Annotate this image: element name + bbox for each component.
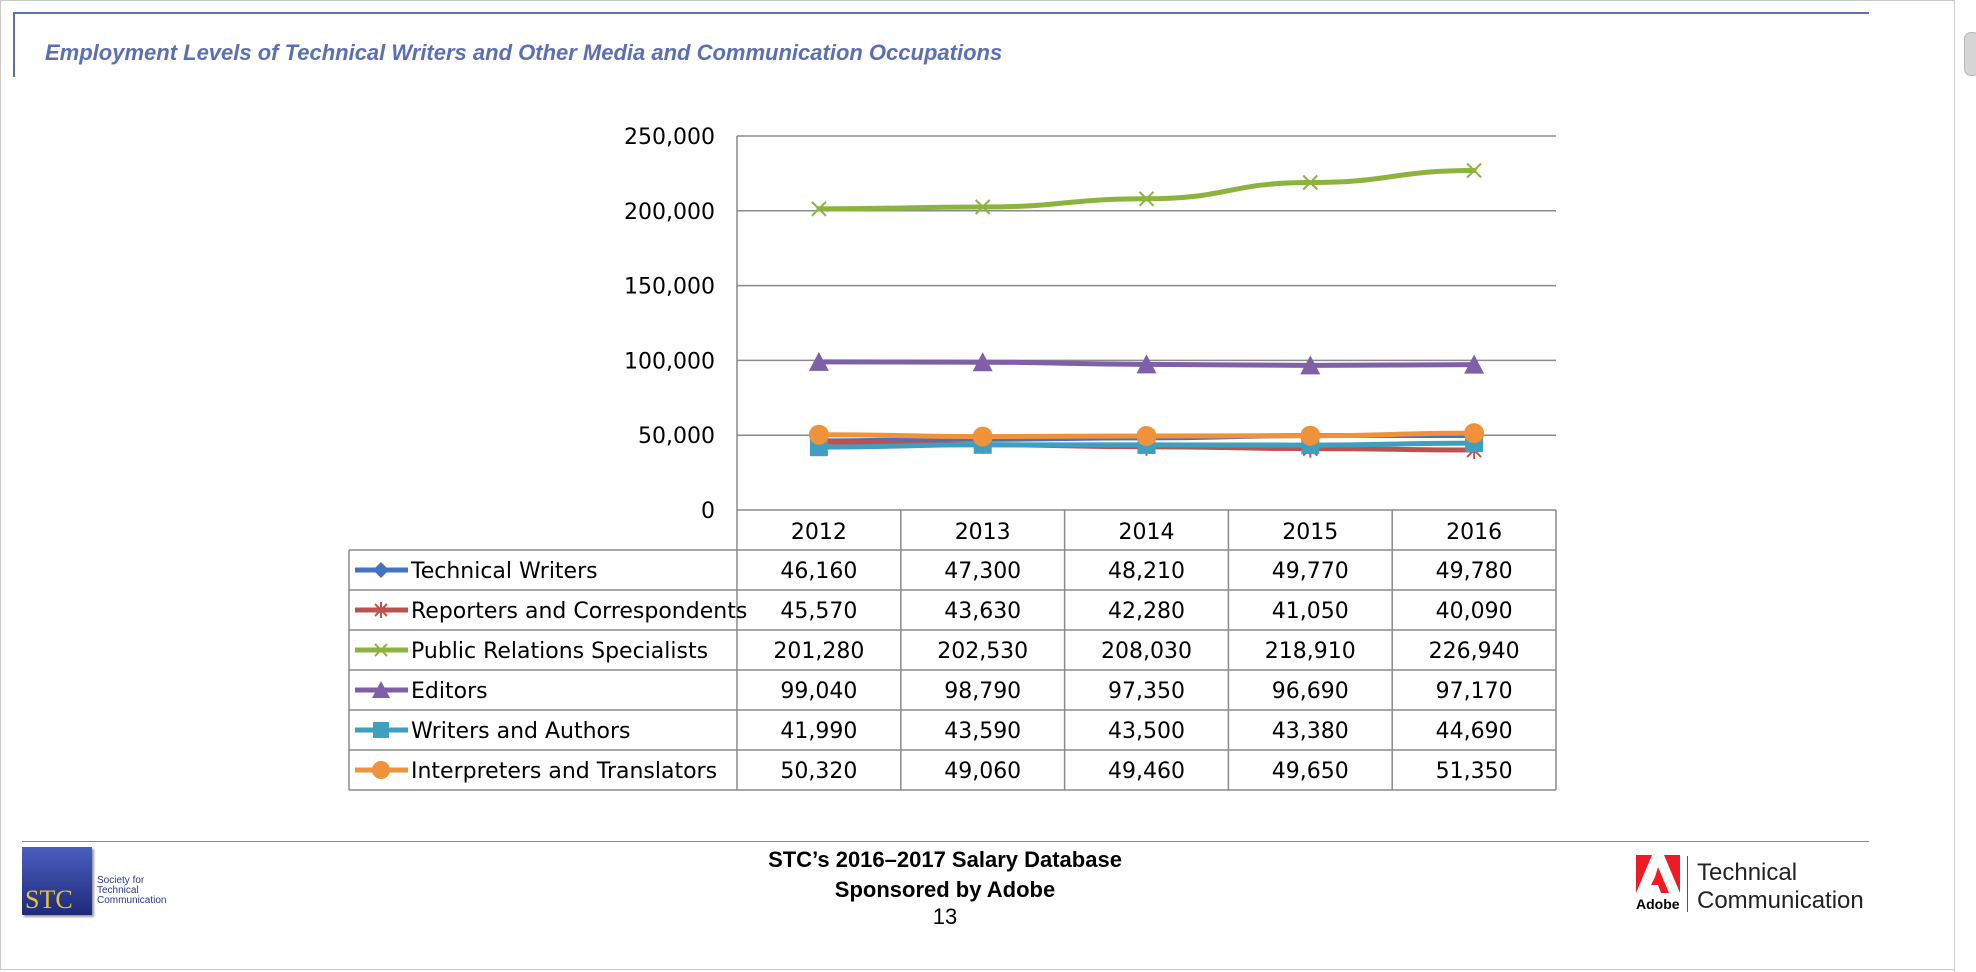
table-cell-value: 226,940 <box>1429 639 1520 664</box>
data-point <box>1136 426 1157 447</box>
table-cell-value: 202,530 <box>937 639 1028 664</box>
table-cell-value: 49,650 <box>1272 759 1349 784</box>
table-cell-value: 43,380 <box>1272 719 1349 744</box>
table-cell-value: 49,780 <box>1436 559 1513 584</box>
legend-key-marker <box>372 761 390 779</box>
legend-series-name: Technical Writers <box>410 559 598 584</box>
scrollbar-track[interactable] <box>1954 0 1976 972</box>
adobe-wordmark: Adobe <box>1636 896 1680 912</box>
series-line <box>816 167 1477 212</box>
table-cell-value: 99,040 <box>780 679 857 704</box>
adobe-logo-icon <box>1636 855 1680 893</box>
data-point <box>1302 174 1319 191</box>
y-tick-label: 150,000 <box>624 275 715 300</box>
stc-logo-line: Society for <box>97 875 145 886</box>
page-title: Employment Levels of Technical Writers a… <box>45 40 1003 65</box>
x-tick-label: 2013 <box>955 520 1011 545</box>
footer-sponsor: Sponsored by Adobe <box>834 877 1056 902</box>
data-point <box>974 199 991 215</box>
table-cell-value: 97,350 <box>1108 679 1185 704</box>
x-tick-label: 2016 <box>1446 520 1502 545</box>
table-cell-value: 49,060 <box>944 759 1021 784</box>
legend-series-name: Editors <box>411 679 488 704</box>
legend-series-name: Public Relations Specialists <box>411 639 708 664</box>
data-point <box>1136 354 1157 374</box>
data-point <box>808 351 829 371</box>
technical-communication-line1: Technical <box>1697 859 1798 886</box>
table-cell-value: 43,630 <box>944 599 1021 624</box>
table-cell-value: 47,300 <box>944 559 1021 584</box>
table-cell-value: 51,350 <box>1436 759 1513 784</box>
data-point <box>811 201 827 217</box>
legend-key-marker <box>373 722 389 738</box>
legend-key-marker <box>373 562 389 578</box>
table-cell-value: 42,280 <box>1108 599 1185 624</box>
stc-logo-line: Technical <box>97 885 139 896</box>
legend-series-name: Writers and Authors <box>411 719 631 744</box>
legend-key-marker <box>374 602 388 618</box>
stc-logo-text: Society for Technical Communication <box>97 876 166 906</box>
table-cell-value: 46,160 <box>780 559 857 584</box>
logo-divider <box>1687 856 1688 912</box>
data-point <box>1464 423 1485 444</box>
table-cell-value: 208,030 <box>1101 639 1192 664</box>
footer-database-title: STC’s 2016–2017 Salary Database <box>768 847 1122 872</box>
legend-series-name: Reporters and Correspondents <box>411 599 747 624</box>
x-tick-label: 2012 <box>791 520 847 545</box>
data-point <box>1464 354 1485 374</box>
table-cell-value: 43,590 <box>944 719 1021 744</box>
stc-logo-letters: STC <box>25 885 73 914</box>
table-cell-value: 98,790 <box>944 679 1021 704</box>
legend-key-marker <box>374 643 388 657</box>
data-point <box>972 352 993 372</box>
table-cell-value: 218,910 <box>1265 639 1356 664</box>
stc-logo-line: Communication <box>97 895 167 906</box>
table-cell-value: 49,770 <box>1272 559 1349 584</box>
table-cell-value: 43,500 <box>1108 719 1185 744</box>
table-cell-value: 44,690 <box>1436 719 1513 744</box>
table-cell-value: 96,690 <box>1272 679 1349 704</box>
data-point <box>1138 191 1155 207</box>
y-tick-label: 200,000 <box>624 200 715 225</box>
table-cell-value: 49,460 <box>1108 759 1185 784</box>
data-point <box>808 424 829 445</box>
x-tick-label: 2015 <box>1282 520 1338 545</box>
table-cell-value: 201,280 <box>773 639 864 664</box>
data-point <box>972 426 993 447</box>
title-accent-bar <box>13 12 15 77</box>
legend-series-name: Interpreters and Translators <box>411 759 717 784</box>
y-tick-label: 100,000 <box>624 349 715 374</box>
table-cell-value: 45,570 <box>780 599 857 624</box>
table-cell-value: 40,090 <box>1436 599 1513 624</box>
top-rule <box>14 12 1869 14</box>
y-tick-label: 0 <box>701 499 715 524</box>
data-point <box>1300 355 1321 375</box>
table-cell-value: 50,320 <box>780 759 857 784</box>
y-tick-label: 50,000 <box>638 424 715 449</box>
technical-communication-line2: Communication <box>1697 887 1864 914</box>
data-point <box>1300 425 1321 446</box>
table-cell-value: 41,050 <box>1272 599 1349 624</box>
table-cell-value: 41,990 <box>780 719 857 744</box>
stc-logo-box <box>22 847 92 915</box>
table-cell-value: 97,170 <box>1436 679 1513 704</box>
page-number: 13 <box>932 904 958 929</box>
chart: 0 50,000 100,000 150,000 200,000 250,000 2012 2… <box>348 125 1557 791</box>
data-point <box>1466 162 1482 179</box>
x-tick-label: 2014 <box>1119 520 1175 545</box>
legend-key-marker <box>372 681 390 698</box>
y-tick-label: 250,000 <box>624 125 715 150</box>
table-cell-value: 48,210 <box>1108 559 1185 584</box>
scrollbar-thumb[interactable] <box>1964 32 1976 76</box>
footer-rule <box>22 841 1869 842</box>
